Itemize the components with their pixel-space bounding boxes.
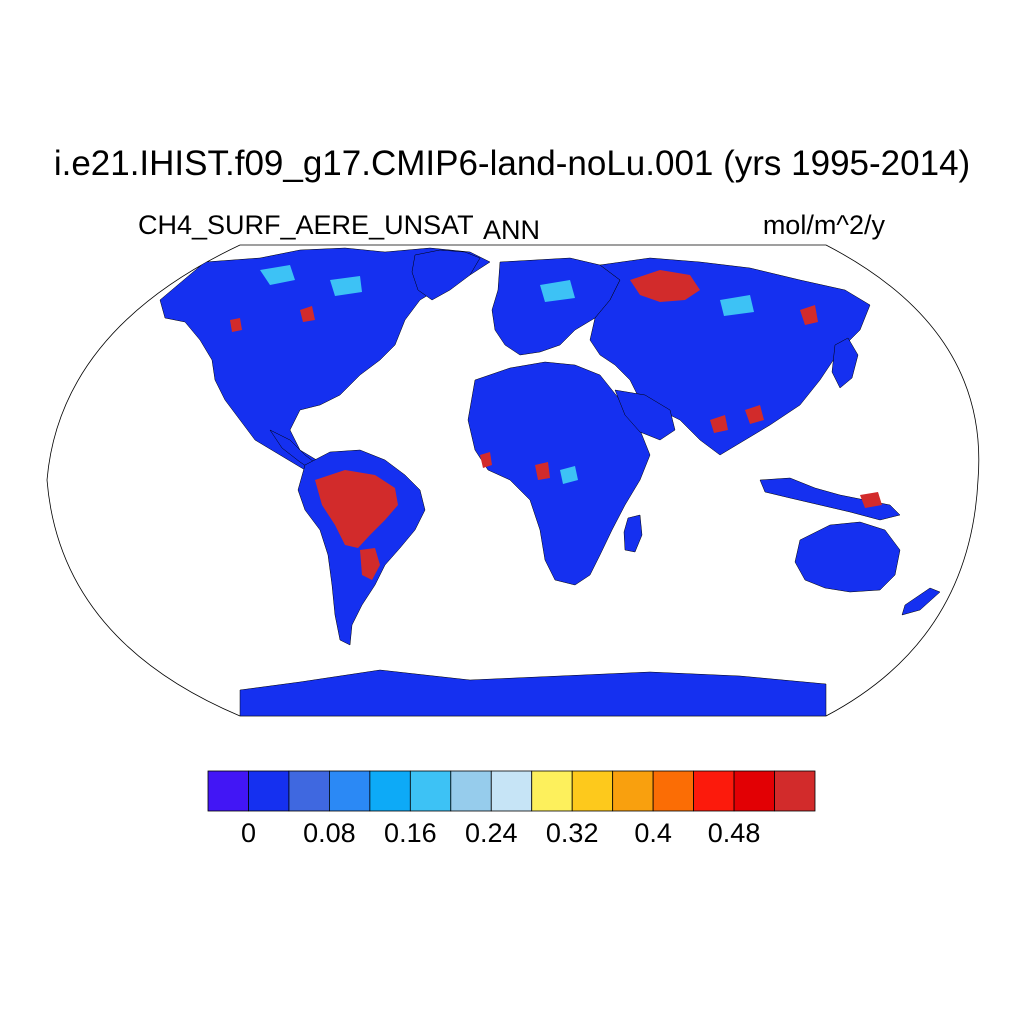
greenland [411, 249, 481, 301]
colorbar-swatch [490, 770, 533, 812]
colorbar-tick-label: 0.24 [464, 818, 518, 848]
antarctica [239, 669, 827, 716]
land-layer [159, 247, 941, 716]
colorbar-swatch [571, 770, 614, 812]
colorbar-tick-label: 0.48 [707, 818, 761, 848]
colorbar [207, 770, 816, 812]
emission-hotspots [230, 270, 882, 580]
new-zealand [901, 587, 941, 616]
colorbar-tick-label: 0.32 [545, 818, 599, 848]
north-america [159, 247, 491, 471]
colorbar-swatch [733, 770, 775, 812]
colorbar-swatch [288, 770, 330, 812]
colorbar-swatch [328, 770, 371, 812]
colorbar-swatch [248, 770, 290, 812]
colorbar-swatch [207, 770, 249, 812]
australia [794, 521, 901, 593]
variable-name: CH4_SURF_AERE_UNSAT [138, 210, 474, 240]
colorbar-swatch [774, 770, 816, 812]
units-label: mol/m^2/y [762, 210, 885, 240]
colorbar-swatch [652, 770, 695, 812]
colorbar-swatch [369, 770, 411, 812]
madagascar [623, 514, 643, 553]
africa [467, 361, 651, 586]
moderate-patches [260, 265, 754, 484]
colorbar-swatch [531, 770, 573, 812]
colorbar-swatch [612, 770, 654, 812]
plot-title: i.e21.IHIST.f09_g17.CMIP6-land-noLu.001 … [53, 144, 971, 183]
colorbar-tick-label: 0 [240, 818, 256, 848]
japan [831, 337, 859, 389]
colorbar-swatch [450, 770, 492, 812]
europe [491, 257, 621, 356]
colorbar-tick-label: 0.4 [634, 818, 672, 848]
southeast-asia-islands [759, 477, 901, 521]
season-label: ANN [483, 215, 541, 245]
colorbar-tick-label: 0.08 [303, 818, 356, 848]
colorbar-swatch [693, 770, 735, 812]
colorbar-tick-label: 0.16 [384, 818, 437, 848]
arabian-peninsula [614, 389, 676, 441]
colorbar-swatch [409, 770, 452, 812]
